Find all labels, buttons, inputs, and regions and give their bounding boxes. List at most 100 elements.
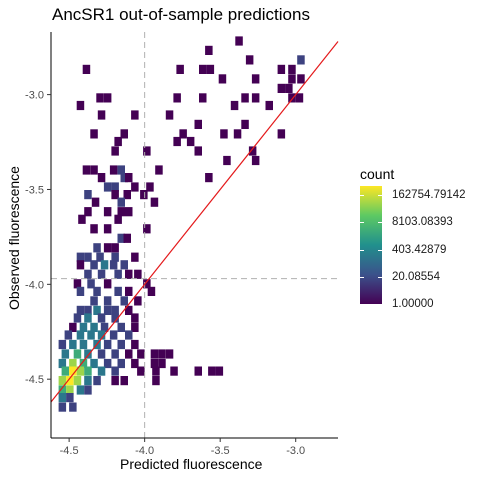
heatmap-bin bbox=[111, 252, 119, 262]
heatmap-bin bbox=[277, 64, 286, 74]
heatmap-bin bbox=[97, 173, 106, 183]
heatmap-bin bbox=[248, 146, 257, 156]
legend-tick bbox=[360, 195, 382, 197]
heatmap-bin bbox=[205, 45, 213, 55]
heatmap-bin bbox=[84, 252, 92, 262]
heatmap-bin bbox=[69, 322, 77, 332]
heatmap-bin bbox=[215, 366, 224, 376]
x-tick-label: -4.0 bbox=[135, 445, 154, 457]
legend-tick bbox=[360, 276, 382, 278]
heatmap-bin bbox=[125, 286, 133, 296]
chart-title: AncSR1 out-of-sample predictions bbox=[52, 5, 310, 24]
heatmap-bin bbox=[78, 214, 86, 224]
x-tick-label: -4.5 bbox=[60, 445, 79, 457]
heatmap-bin bbox=[117, 358, 125, 369]
x-tick-label: -3.5 bbox=[211, 445, 230, 457]
heatmap-bin bbox=[97, 269, 106, 279]
heatmap-bin bbox=[96, 93, 104, 103]
heatmap-bin bbox=[194, 119, 202, 129]
heatmap-bin bbox=[165, 110, 174, 120]
heatmap-bin bbox=[114, 214, 122, 224]
heatmap-bin bbox=[120, 173, 128, 183]
heatmap-bin bbox=[90, 165, 98, 175]
heatmap-bin bbox=[84, 349, 92, 359]
heatmap-bin bbox=[76, 330, 85, 340]
heatmap-bin bbox=[125, 349, 133, 359]
heatmap-bin bbox=[117, 165, 125, 175]
heatmap-bin bbox=[103, 279, 112, 289]
heatmap-bin bbox=[117, 322, 125, 332]
heatmap-bin bbox=[208, 366, 216, 376]
heatmap-bin bbox=[103, 296, 112, 306]
heatmap-bin bbox=[143, 224, 151, 234]
heatmap-bin bbox=[251, 74, 260, 84]
heatmap-bin bbox=[76, 305, 85, 315]
heatmap-bin bbox=[66, 376, 74, 386]
y-tick-label: -4.5 bbox=[25, 374, 44, 386]
heatmap-bin bbox=[100, 322, 109, 332]
heatmap-bin bbox=[111, 190, 119, 200]
heatmap-bin bbox=[205, 173, 213, 183]
heatmap-bin bbox=[84, 366, 92, 376]
heatmap-bin bbox=[176, 64, 184, 74]
heatmap-bin bbox=[125, 269, 133, 279]
y-tick-label: -4.0 bbox=[25, 279, 44, 291]
legend-tick bbox=[360, 222, 382, 224]
heatmap-bin bbox=[103, 224, 112, 234]
heatmap-bin bbox=[76, 385, 85, 395]
heatmap-bin bbox=[140, 190, 148, 200]
heatmap-bin bbox=[58, 385, 67, 395]
heatmap-bin bbox=[131, 313, 139, 323]
heatmap-bin bbox=[170, 366, 178, 376]
heatmap-bin bbox=[285, 83, 293, 93]
identity-line bbox=[50, 41, 339, 403]
heatmap-bin bbox=[223, 155, 231, 166]
heatmap-bin bbox=[165, 349, 174, 359]
heatmap-bin bbox=[84, 376, 92, 386]
heatmap-bin bbox=[111, 305, 119, 315]
heatmap-bin bbox=[111, 376, 119, 386]
heatmap-bin bbox=[61, 349, 70, 359]
heatmap-bin bbox=[251, 93, 260, 103]
heatmap-bin bbox=[58, 376, 67, 386]
heatmap-bin bbox=[125, 305, 133, 315]
heatmap-bin bbox=[103, 182, 112, 192]
legend-label: 1.00000 bbox=[392, 298, 434, 310]
heatmap-bin bbox=[100, 260, 109, 270]
heatmap-bin bbox=[120, 260, 128, 270]
heatmap-bin bbox=[152, 366, 160, 376]
axis-ticks: -4.5 -4.0 -3.5 -3.0 -4.5 -4.0 -3.5 -3.0 bbox=[25, 90, 305, 457]
heatmap-bin bbox=[277, 129, 286, 139]
heatmap-bin bbox=[125, 330, 133, 340]
heatmap-bin bbox=[109, 330, 118, 340]
heatmap-bin bbox=[288, 93, 296, 103]
heatmap-bin bbox=[103, 339, 112, 350]
heatmap-bin bbox=[76, 366, 85, 376]
heatmap-bin bbox=[87, 279, 95, 289]
heatmap-bin bbox=[117, 233, 125, 243]
heatmap-bin bbox=[93, 286, 101, 296]
heatmap-bin bbox=[137, 366, 145, 376]
heatmap-bin bbox=[76, 286, 85, 296]
heatmap-bin bbox=[64, 330, 73, 340]
heatmap-bin bbox=[111, 366, 119, 376]
heatmap-bin bbox=[241, 119, 249, 129]
heatmap-bin bbox=[194, 146, 202, 156]
heatmap-bin bbox=[82, 64, 91, 74]
legend-tick bbox=[360, 249, 382, 251]
heatmap-bin bbox=[76, 252, 85, 262]
heatmap-bin bbox=[123, 233, 131, 243]
legend-label: 20.08554 bbox=[392, 270, 440, 283]
heatmap-bin bbox=[150, 358, 159, 369]
heatmap-bin bbox=[117, 197, 125, 207]
heatmap-bin bbox=[69, 339, 77, 350]
heatmap-bin bbox=[245, 55, 254, 65]
heatmap-bin bbox=[173, 136, 181, 147]
x-tick-label: -3.0 bbox=[286, 445, 305, 457]
heatmap-bin bbox=[109, 260, 118, 270]
y-axis-title: Observed fluorescence bbox=[6, 166, 22, 310]
legend-colorbar bbox=[360, 186, 382, 304]
heatmap-bin bbox=[131, 339, 139, 350]
heatmap-bin bbox=[90, 296, 98, 306]
